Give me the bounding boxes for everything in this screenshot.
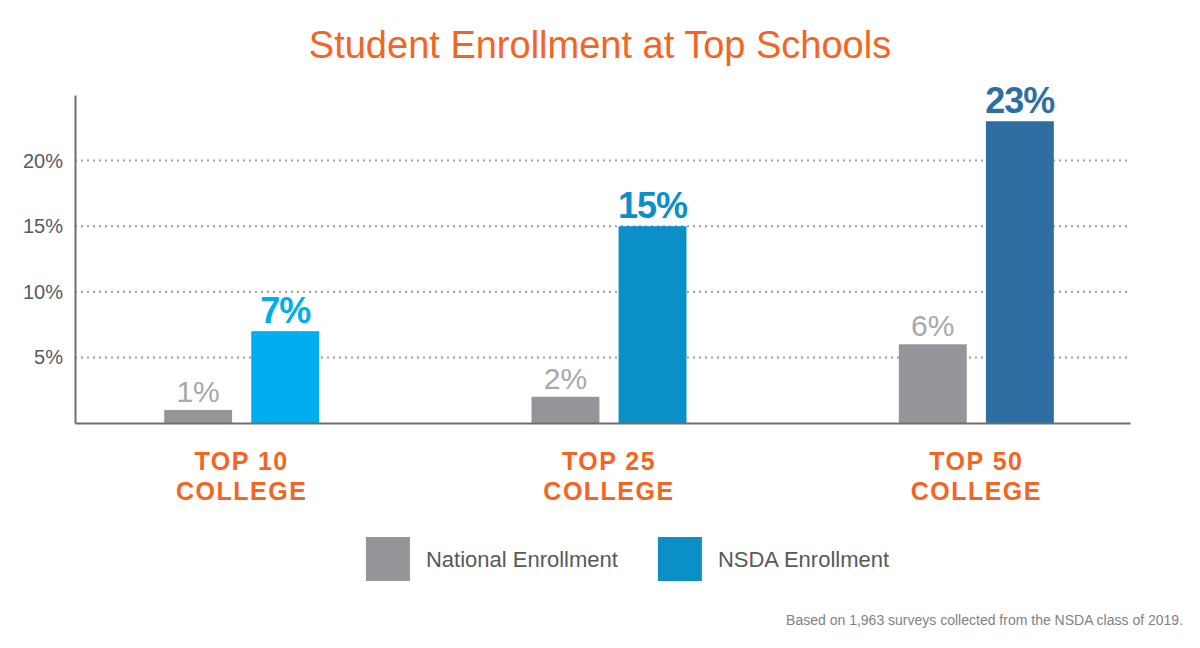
data-label: 7% [260,290,311,331]
y-tick-label: 15% [23,215,63,237]
y-tick-label: 20% [23,150,63,172]
x-tick-label-line: TOP 10 [195,447,289,475]
bar [619,226,687,423]
legend-item: NSDA Enrollment [658,537,889,581]
x-tick-label: TOP 50COLLEGE [911,447,1042,505]
legend-label: National Enrollment [426,547,618,572]
x-tick-label-line: COLLEGE [543,477,674,505]
data-label: 1% [176,375,219,408]
legend-item: National Enrollment [366,537,618,581]
legend-swatch [658,537,702,581]
x-tick-labels: TOP 10COLLEGETOP 25COLLEGETOP 50COLLEGE [176,447,1042,505]
chart: Student Enrollment at Top Schools 5% 10% 15… [0,0,1200,648]
grid-line [75,356,1130,358]
x-axis [76,423,1131,424]
x-tick-label-line: COLLEGE [176,477,307,505]
grid-line [75,291,1130,293]
bar [899,344,967,423]
bars [164,121,1054,423]
x-axis-line [76,423,1131,425]
caption: Based on 1,963 surveys collected from th… [786,612,1183,628]
legend-swatch [366,537,410,581]
x-tick-label: TOP 10COLLEGE [176,447,307,505]
y-axis-line [75,96,77,424]
data-label: 23% [985,80,1055,121]
x-tick-label: TOP 25COLLEGE [543,447,674,505]
data-label: 15% [618,185,688,226]
bar [532,397,600,423]
y-tick: 10% [23,281,75,303]
y-tick: 20% [23,150,75,172]
data-label: 6% [911,309,954,342]
y-tick: 15% [23,215,75,237]
grid [75,161,1130,358]
x-tick-label-line: TOP 50 [929,447,1023,475]
legend-label: NSDA Enrollment [718,547,889,572]
bar [251,331,319,423]
bar [164,410,232,423]
grid-line [75,225,1130,227]
y-tick: 5% [34,346,75,368]
grid-line [75,160,1130,162]
x-tick-label-line: COLLEGE [911,477,1042,505]
y-tick-label: 10% [23,281,63,303]
bar [986,121,1054,423]
y-axis: 5% 10% 15% 20% [23,96,76,424]
x-tick-label-line: TOP 25 [562,447,656,475]
data-labels: 1% 2% 6% 7% 15% 23% [176,80,1055,408]
title: Student Enrollment at Top Schools [309,24,891,66]
data-label: 2% [544,362,587,395]
legend: National Enrollment NSDA Enrollment [366,537,889,581]
y-tick-label: 5% [34,346,63,368]
